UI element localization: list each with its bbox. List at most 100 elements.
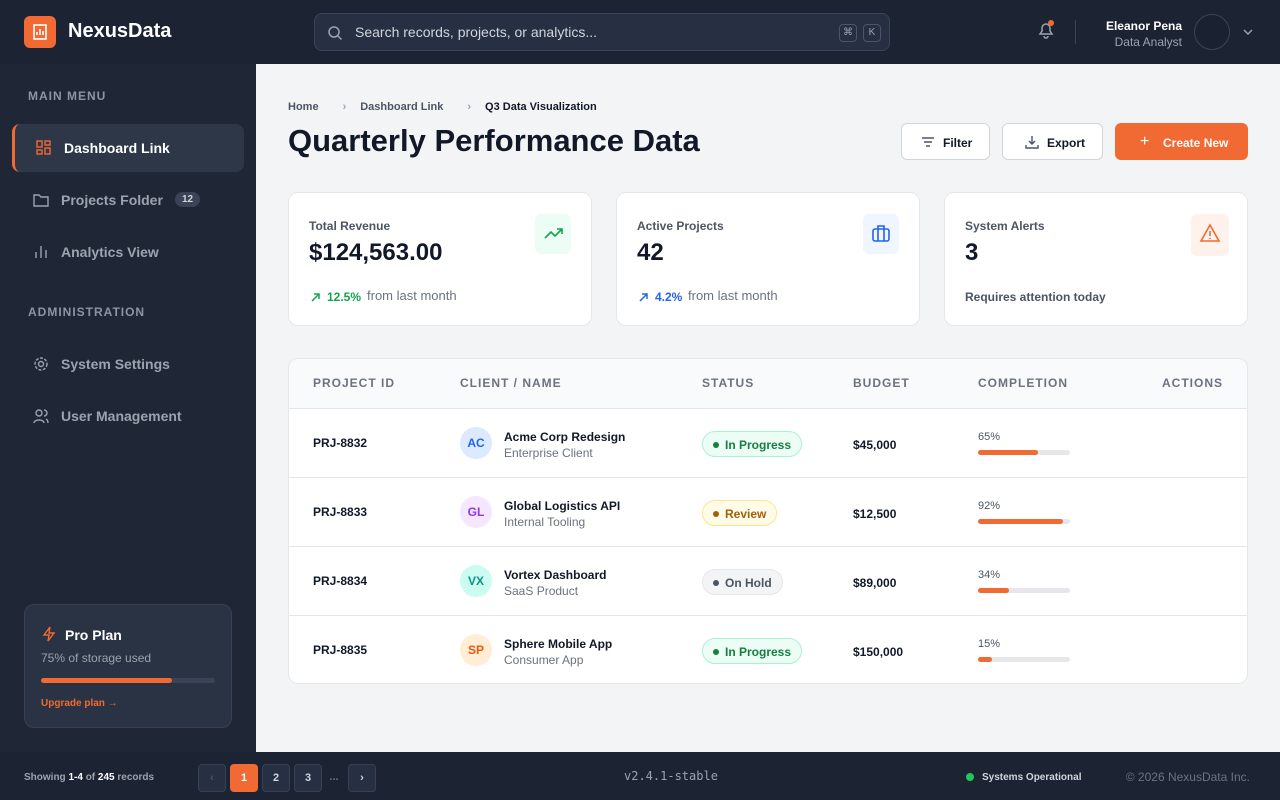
page-button[interactable]: 2 (262, 764, 290, 792)
next-page[interactable]: › (348, 764, 376, 792)
column-header[interactable]: BUDGET (853, 376, 910, 390)
upgrade-label: Upgrade plan (41, 698, 105, 709)
count-text: Showing (24, 772, 66, 783)
count-range: 1-4 (68, 772, 83, 783)
project-name: Global Logistics API (504, 499, 621, 513)
stat-label: Total Revenue (309, 219, 391, 233)
storage-track (41, 678, 215, 683)
brand: NexusData (68, 20, 172, 42)
button-label: Create New (1163, 136, 1229, 150)
stat-card: Total Revenue $124,563.00 12.5% from last m… (288, 192, 592, 326)
column-header[interactable]: CLIENT / NAME (460, 376, 562, 390)
status-badge: Review (702, 500, 778, 526)
shortcut-key: ⌘ (839, 24, 857, 42)
completion-bar (978, 657, 992, 662)
stat-label: Active Projects (637, 219, 724, 233)
prev-page[interactable]: ‹ (198, 764, 226, 792)
client-avatar: AC (460, 427, 492, 459)
stat-note: Requires attention today (965, 290, 1106, 304)
storage-bar (41, 678, 172, 683)
button-label: Filter (943, 136, 973, 150)
stat-note: from last month (367, 288, 457, 303)
trend-arrow (311, 289, 321, 307)
completion-label: 34% (978, 569, 1001, 581)
table-row: PRJ-8833 GL Global Logistics API Internal T… (289, 477, 1247, 546)
completion-track (978, 657, 1070, 662)
column-header: COMPLETION (978, 376, 1068, 390)
stat-icon (535, 214, 571, 259)
storage-label: 75% of storage used (41, 651, 152, 665)
export-button[interactable]: Export (1002, 123, 1103, 160)
stat-value: $124,563.00 (309, 239, 443, 266)
button-label: Export (1047, 136, 1086, 150)
client-avatar: GL (460, 496, 492, 528)
footer: Showing 1-4 of 245 records v2.4.1-stable… (0, 752, 1280, 800)
stat-note: from last month (688, 288, 778, 303)
client-type: SaaS Product (504, 584, 579, 598)
avatar[interactable] (1194, 14, 1230, 50)
upgrade-link[interactable]: Upgrade plan → (41, 698, 118, 709)
page-button[interactable]: 1 (230, 764, 258, 792)
client-type: Enterprise Client (504, 446, 593, 460)
filter-button[interactable]: Filter (901, 123, 990, 160)
trend-arrow (639, 289, 649, 307)
crumb[interactable]: Dashboard Link (360, 101, 444, 113)
version: v2.4.1-stable (624, 769, 718, 783)
nav-item[interactable]: Dashboard Link (12, 124, 244, 172)
column-header: ACTIONS (1162, 376, 1223, 390)
nav-item[interactable]: Analytics View (12, 228, 244, 276)
client-avatar: VX (460, 565, 492, 597)
completion-bar (978, 519, 1063, 524)
breadcrumb: Home › Dashboard Link › Q3 Data Visualizat… (288, 101, 597, 113)
completion-bar (978, 450, 1038, 455)
project-id: PRJ-8834 (313, 574, 368, 588)
nav-item[interactable]: System Settings (12, 340, 244, 388)
stat-change: 4.2% (655, 290, 683, 304)
status-badge: In Progress (702, 638, 803, 664)
project-name: Vortex Dashboard (504, 568, 607, 582)
stat-value: 42 (637, 239, 664, 266)
completion-track (978, 588, 1070, 593)
nav-item[interactable]: Projects Folder 12 (12, 176, 244, 224)
status-badge: On Hold (702, 569, 783, 595)
plan-card: Pro Plan 75% of storage used Upgrade pla… (24, 604, 232, 728)
user-name: Eleanor Pena (1105, 19, 1182, 33)
nav-label: Projects Folder (61, 192, 163, 208)
page-ellipsis: ... (329, 771, 339, 783)
notifications[interactable] (1036, 20, 1056, 40)
nav-label: Dashboard Link (64, 140, 170, 156)
section-title: MAIN MENU (28, 89, 107, 103)
column-header[interactable]: PROJECT ID (313, 376, 396, 390)
user-menu[interactable] (1242, 26, 1254, 38)
page-button[interactable]: 3 (294, 764, 322, 792)
budget: $45,000 (853, 438, 897, 452)
crumb-current: Q3 Data Visualization (485, 101, 597, 113)
stat-value: 3 (965, 239, 979, 266)
project-name: Acme Corp Redesign (504, 430, 626, 444)
table-row: PRJ-8834 VX Vortex Dashboard SaaS Product On… (289, 546, 1247, 615)
section-title: ADMINISTRATION (28, 305, 146, 319)
page-title: Quarterly Performance Data (288, 123, 700, 158)
column-header: STATUS (702, 376, 755, 390)
stat-label: System Alerts (965, 219, 1045, 233)
table-row: PRJ-8835 SP Sphere Mobile App Consumer App I… (289, 615, 1247, 684)
create-button[interactable]: + Create New (1115, 123, 1248, 160)
search-box[interactable]: Search records, projects, or analytics..… (314, 13, 890, 51)
crumb[interactable]: Home (288, 101, 319, 113)
completion-label: 65% (978, 431, 1001, 443)
system-status: Systems Operational (982, 772, 1082, 783)
nav-item[interactable]: User Management (12, 392, 244, 440)
logo (24, 16, 56, 48)
project-id: PRJ-8832 (313, 436, 368, 450)
completion-track (978, 450, 1070, 455)
record-count: Showing 1-4 of 245 records (24, 772, 154, 783)
stat-change: 12.5% (327, 290, 362, 304)
completion-label: 15% (978, 638, 1001, 650)
plan-title: Pro Plan (65, 627, 122, 643)
shortcut-key: K (863, 24, 881, 42)
copyright: © 2026 NexusData Inc. (1125, 770, 1250, 784)
nav-label: User Management (61, 408, 182, 424)
budget: $150,000 (853, 645, 904, 659)
nav-badge: 12 (175, 192, 201, 207)
budget: $12,500 (853, 507, 897, 521)
